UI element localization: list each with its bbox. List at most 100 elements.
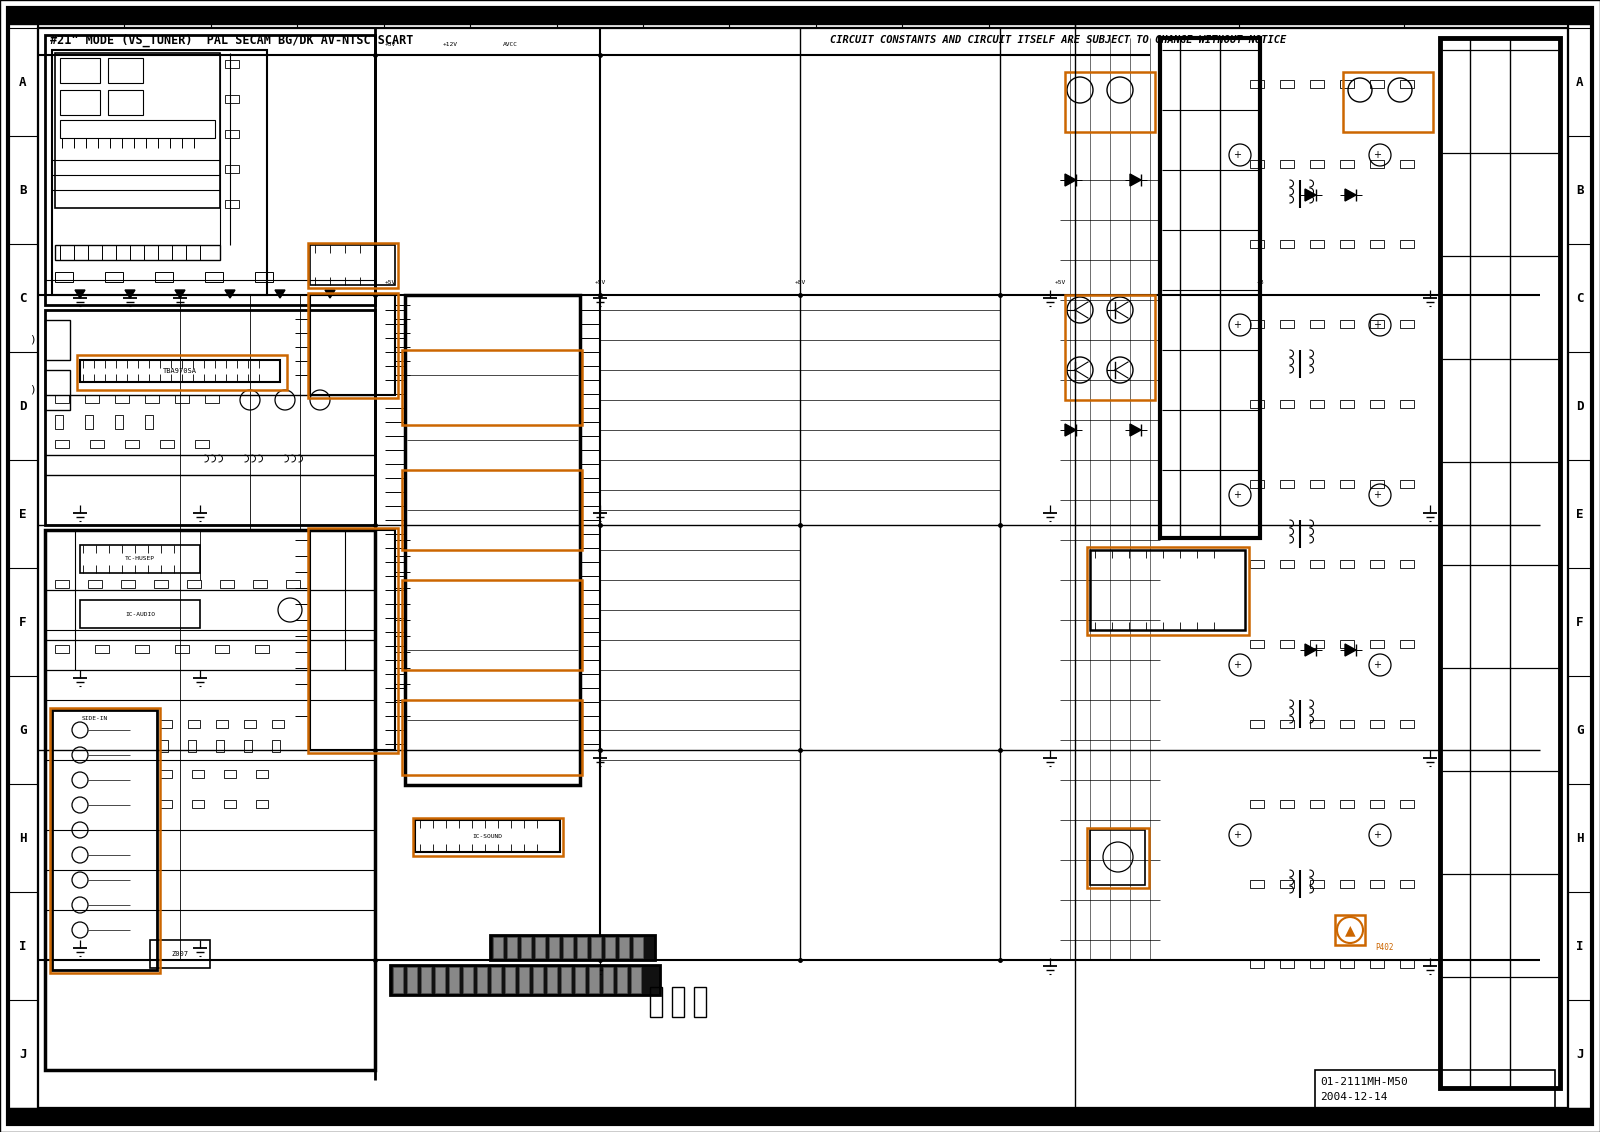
Bar <box>307 293 398 398</box>
Bar <box>61 120 214 138</box>
Bar <box>125 440 139 448</box>
Bar <box>1250 400 1264 408</box>
Text: ▲: ▲ <box>1344 923 1355 937</box>
Bar <box>1400 320 1414 328</box>
Polygon shape <box>1130 174 1141 186</box>
Text: +5V: +5V <box>384 43 395 48</box>
Bar <box>1250 720 1264 728</box>
Bar <box>226 60 238 68</box>
Text: 8: 8 <box>683 12 690 23</box>
Bar <box>8 1108 1592 1124</box>
Bar <box>634 937 643 958</box>
Text: +: + <box>1373 320 1381 331</box>
Bar <box>562 967 571 993</box>
Bar <box>54 645 69 653</box>
Text: G: G <box>1576 723 1584 737</box>
Bar <box>1341 480 1354 488</box>
Bar <box>1280 720 1294 728</box>
Text: 3: 3 <box>251 1110 258 1121</box>
Bar <box>45 310 374 525</box>
Text: 6: 6 <box>510 1110 517 1121</box>
Bar <box>109 58 142 83</box>
Text: H: H <box>1576 832 1584 844</box>
Bar <box>1400 960 1414 968</box>
Bar <box>115 395 130 403</box>
Bar <box>205 395 219 403</box>
Bar <box>533 967 542 993</box>
Bar <box>45 370 70 410</box>
Bar <box>254 272 274 282</box>
Bar <box>54 440 69 448</box>
Text: 12: 12 <box>1478 12 1493 23</box>
Bar <box>226 165 238 173</box>
Text: ): ) <box>30 385 34 395</box>
Bar <box>122 580 134 588</box>
Bar <box>1342 72 1434 132</box>
Text: +: + <box>1373 660 1381 670</box>
Bar <box>134 645 149 653</box>
Polygon shape <box>1130 424 1141 436</box>
Bar <box>189 740 195 752</box>
Bar <box>54 53 221 208</box>
Text: 1: 1 <box>78 12 85 23</box>
Bar <box>518 967 530 993</box>
Text: 9: 9 <box>770 12 776 23</box>
Bar <box>605 937 614 958</box>
Text: TBA970SA: TBA970SA <box>163 368 197 374</box>
Bar <box>1250 320 1264 328</box>
Text: +: + <box>1234 830 1242 840</box>
Text: 2: 2 <box>165 12 171 23</box>
Bar <box>1341 160 1354 168</box>
Bar <box>254 645 269 653</box>
Bar <box>1370 160 1384 168</box>
Text: +: + <box>1373 830 1381 840</box>
Polygon shape <box>1346 189 1357 201</box>
Polygon shape <box>75 290 85 298</box>
Bar <box>1341 320 1354 328</box>
Bar <box>1341 800 1354 808</box>
Bar <box>534 937 546 958</box>
Bar <box>1310 400 1325 408</box>
Bar <box>160 800 173 808</box>
Text: H: H <box>19 832 27 844</box>
Polygon shape <box>226 290 235 298</box>
Bar <box>1370 480 1384 488</box>
Text: IC-AUDIO: IC-AUDIO <box>125 611 155 617</box>
Bar <box>1310 720 1325 728</box>
Bar <box>1341 960 1354 968</box>
Bar <box>192 770 205 778</box>
Text: IC-SOUND: IC-SOUND <box>472 833 502 839</box>
Bar <box>390 964 661 995</box>
Bar <box>506 967 515 993</box>
Bar <box>414 820 560 852</box>
Bar <box>1341 560 1354 568</box>
Text: 11: 11 <box>939 12 952 23</box>
Bar <box>618 967 627 993</box>
Bar <box>435 967 445 993</box>
Bar <box>272 740 280 752</box>
Text: A: A <box>1576 76 1584 88</box>
Bar <box>1310 80 1325 88</box>
Text: +5V: +5V <box>384 281 395 285</box>
Bar <box>1250 960 1264 968</box>
Bar <box>1280 960 1294 968</box>
Bar <box>160 740 168 752</box>
Bar <box>1341 80 1354 88</box>
Bar <box>450 967 459 993</box>
Bar <box>1400 720 1414 728</box>
Bar <box>603 967 613 993</box>
Bar <box>85 415 93 429</box>
Text: +: + <box>1234 320 1242 331</box>
Bar <box>243 740 253 752</box>
Bar <box>402 470 582 550</box>
Text: 7: 7 <box>597 12 603 23</box>
Bar <box>115 415 123 429</box>
Bar <box>1370 320 1384 328</box>
Bar <box>1310 320 1325 328</box>
Bar <box>109 91 142 115</box>
Text: F: F <box>1576 616 1584 628</box>
Bar <box>1160 38 1261 538</box>
Bar <box>77 355 286 391</box>
Bar <box>1370 80 1384 88</box>
Bar <box>189 720 200 728</box>
